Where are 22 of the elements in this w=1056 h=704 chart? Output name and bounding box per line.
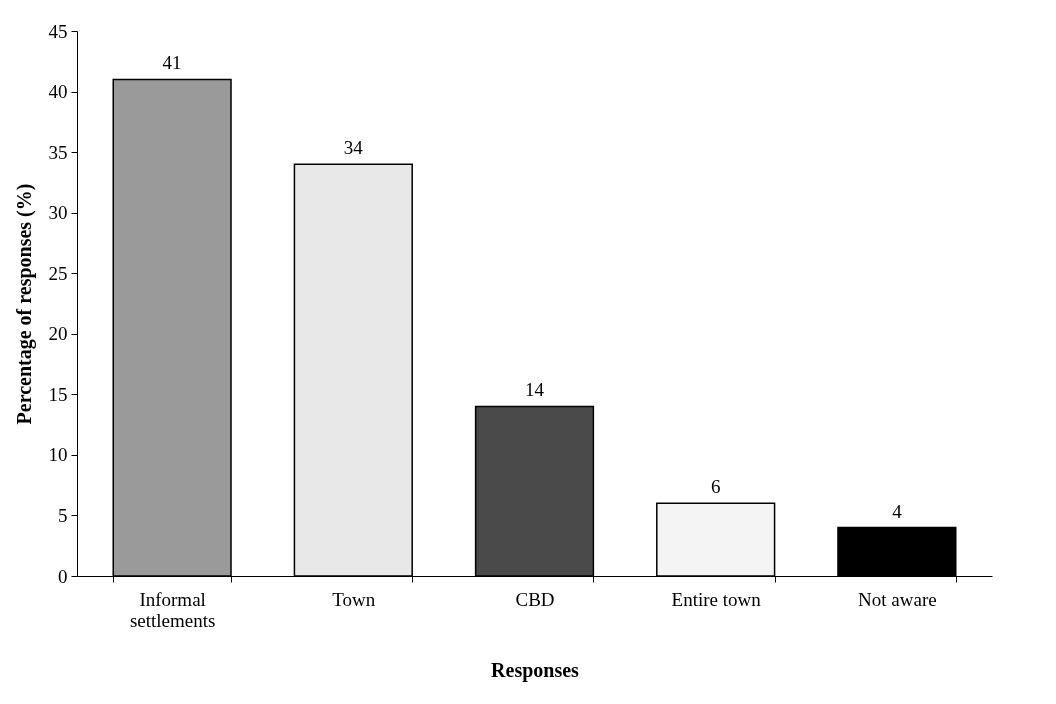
x-tick-label: CBD	[515, 588, 555, 610]
y-tick-label: 20	[48, 323, 68, 345]
x-tick-label: Entire town	[671, 588, 762, 610]
x-tick-label: Informal settlements	[129, 588, 216, 631]
x-tick-label: Not aware	[858, 588, 937, 610]
y-tick-label: 45	[48, 20, 68, 42]
data-label: 41	[162, 52, 182, 74]
data-label: 4	[892, 500, 903, 522]
x-tick-label: Town	[332, 588, 376, 610]
y-tick-label: 10	[48, 444, 68, 466]
y-tick-label: 30	[48, 202, 68, 224]
y-tick-label: 35	[48, 141, 68, 163]
y-axis-title: Percentage of responses (%)	[12, 183, 36, 425]
y-tick-label: 25	[48, 262, 68, 284]
data-label: 6	[710, 476, 721, 498]
y-tick-label: 0	[58, 565, 68, 587]
y-tick-label: 40	[48, 81, 68, 103]
y-tick-label: 5	[58, 504, 68, 526]
data-label: 34	[343, 137, 364, 159]
data-label: 14	[525, 379, 545, 401]
x-axis-title: Responses	[491, 658, 580, 682]
y-tick-label: 15	[48, 383, 68, 405]
